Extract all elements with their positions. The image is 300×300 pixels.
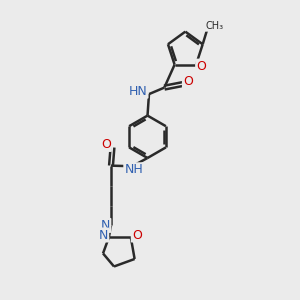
Text: O: O — [183, 75, 193, 88]
Text: NH: NH — [124, 163, 143, 176]
Text: O: O — [101, 138, 111, 151]
Text: N: N — [99, 229, 108, 242]
Text: CH₃: CH₃ — [205, 21, 224, 31]
Text: N: N — [101, 219, 110, 232]
Text: O: O — [132, 229, 142, 242]
Text: O: O — [196, 60, 206, 73]
Text: HN: HN — [129, 85, 148, 98]
